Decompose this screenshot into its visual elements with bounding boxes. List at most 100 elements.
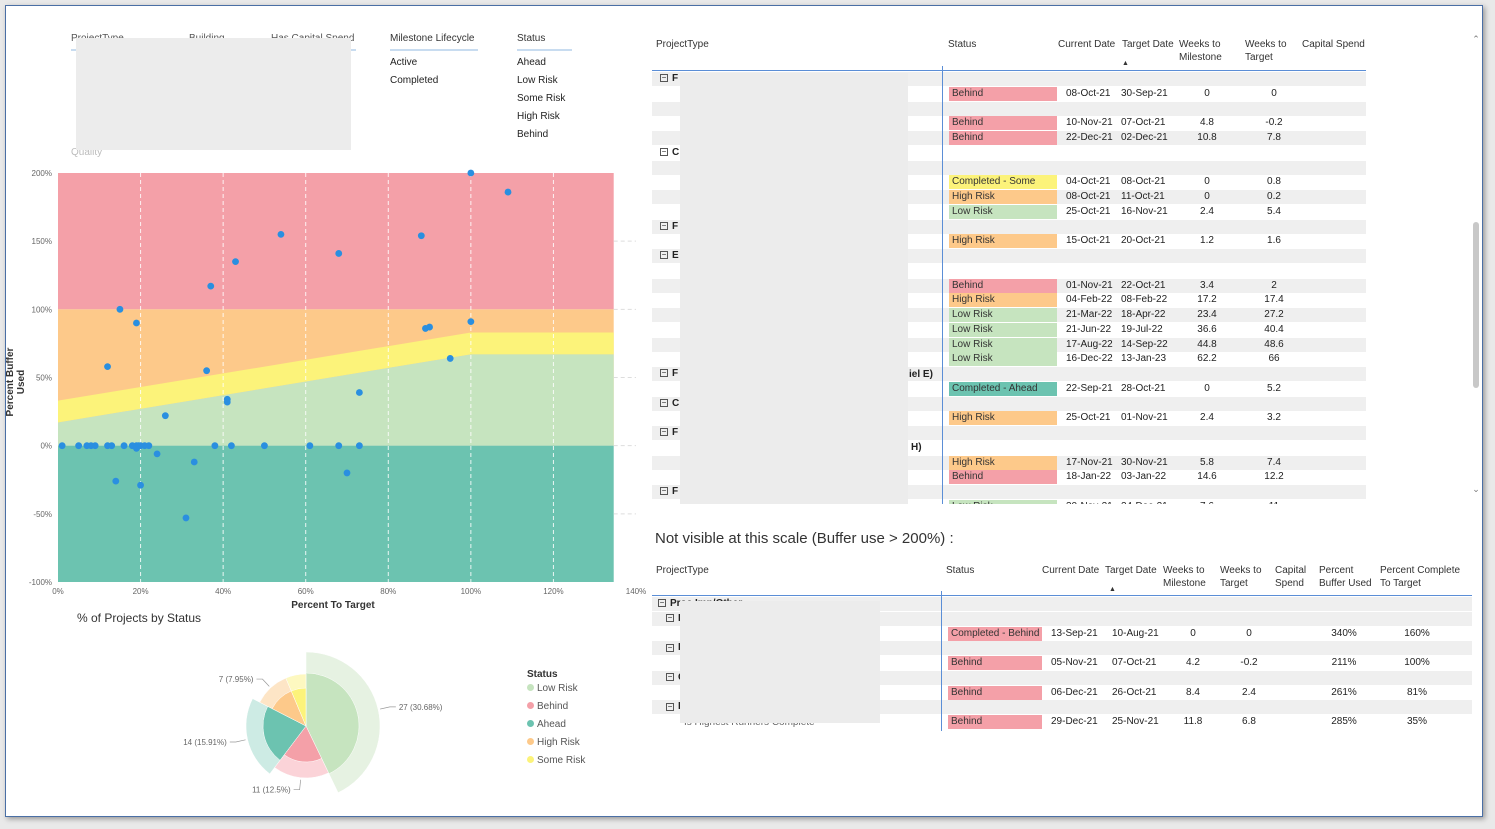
- collapse-icon[interactable]: −: [660, 397, 668, 407]
- scatter-point[interactable]: [120, 442, 128, 450]
- column-header[interactable]: Target Date: [1122, 39, 1174, 50]
- scatter-point[interactable]: [91, 442, 99, 450]
- legend-item[interactable]: Behind: [527, 698, 585, 716]
- scatter-point[interactable]: [232, 258, 239, 266]
- scatter-point[interactable]: [116, 305, 124, 313]
- target-date: 07-Oct-21: [1112, 657, 1157, 668]
- column-header[interactable]: ProjectType: [656, 39, 709, 50]
- scatter-point[interactable]: [153, 450, 161, 458]
- milestone-lifecycle-slicer: Milestone Lifecycle Active Completed: [390, 33, 478, 90]
- scatter-point[interactable]: [104, 363, 111, 370]
- slicer-item-behind[interactable]: Behind: [517, 129, 549, 140]
- pie-slice[interactable]: [290, 687, 307, 727]
- collapse-icon[interactable]: −: [660, 73, 668, 83]
- group-label[interactable]: −C: [660, 397, 679, 411]
- column-header[interactable]: Weeks to Milestone: [1163, 565, 1206, 589]
- group-label[interactable]: −C: [660, 146, 679, 160]
- scatter-point[interactable]: [207, 282, 215, 290]
- y-axis-label: Percent Buffer Used: [5, 347, 27, 417]
- group-label[interactable]: −F: [660, 367, 678, 381]
- scatter-point[interactable]: [335, 250, 343, 257]
- slicer-item-low-risk[interactable]: Low Risk: [517, 75, 558, 86]
- scatter-point[interactable]: [417, 232, 425, 240]
- collapse-icon[interactable]: −: [660, 486, 668, 496]
- collapse-icon[interactable]: −: [666, 642, 674, 652]
- column-header[interactable]: Status: [948, 39, 977, 50]
- column-header[interactable]: Weeks to Target: [1245, 39, 1287, 63]
- column-header[interactable]: Current Date: [1042, 565, 1100, 576]
- group-label[interactable]: −F: [660, 426, 678, 440]
- group-label[interactable]: −E: [660, 249, 679, 263]
- collapse-icon[interactable]: −: [660, 147, 668, 157]
- scatter-point[interactable]: [355, 389, 363, 396]
- column-header[interactable]: Status: [946, 565, 975, 576]
- slicer-item-active[interactable]: Active: [390, 57, 418, 68]
- scatter-point[interactable]: [137, 481, 144, 489]
- table-row[interactable]: Low Risk 30-Nov-21 24-Dec-21 7.6 11: [652, 499, 1366, 504]
- scatter-point[interactable]: [112, 477, 120, 485]
- scatter-point[interactable]: [108, 442, 116, 450]
- scatter-point[interactable]: [133, 444, 140, 452]
- scatter-point[interactable]: [355, 442, 363, 450]
- pie-slice[interactable]: [262, 706, 307, 761]
- scatter-point[interactable]: [335, 442, 343, 450]
- scatter-point[interactable]: [446, 355, 454, 362]
- collapse-icon[interactable]: −: [666, 672, 674, 682]
- scatter-point[interactable]: [306, 442, 314, 450]
- sort-arrow-icon[interactable]: ▲: [1109, 586, 1116, 593]
- scatter-point[interactable]: [161, 412, 169, 420]
- scatter-point[interactable]: [228, 442, 235, 450]
- scatter-point[interactable]: [343, 469, 351, 477]
- column-header[interactable]: ProjectType: [656, 565, 709, 576]
- slicer-item-ahead[interactable]: Ahead: [517, 57, 546, 68]
- legend-item[interactable]: Ahead: [527, 716, 585, 734]
- table-scrollbar[interactable]: ⌃ ⌄: [1471, 34, 1481, 496]
- legend-item[interactable]: Low Risk: [527, 680, 585, 698]
- group-label[interactable]: −F: [660, 485, 678, 499]
- scroll-down-icon[interactable]: ⌄: [1472, 484, 1480, 494]
- pie-slice[interactable]: [305, 672, 360, 775]
- legend-item[interactable]: High Risk: [527, 734, 585, 752]
- scatter-point[interactable]: [211, 442, 219, 450]
- scatter-point[interactable]: [58, 442, 66, 450]
- scrollbar-thumb[interactable]: [1473, 222, 1479, 388]
- group-label[interactable]: −F: [660, 220, 678, 234]
- collapse-icon[interactable]: −: [660, 368, 668, 378]
- legend-item[interactable]: Some Risk: [527, 752, 585, 770]
- scatter-point[interactable]: [75, 442, 83, 450]
- scatter-point[interactable]: [133, 319, 140, 327]
- scatter-point[interactable]: [261, 442, 268, 450]
- column-header[interactable]: Current Date: [1058, 39, 1116, 50]
- column-header[interactable]: Percent Complete To Target: [1380, 565, 1461, 589]
- scatter-point[interactable]: [504, 188, 512, 196]
- slicer-item-quality[interactable]: Quality: [71, 147, 103, 158]
- collapse-icon[interactable]: −: [666, 701, 674, 711]
- slicer-item-high-risk[interactable]: High Risk: [517, 111, 560, 122]
- scatter-point[interactable]: [467, 318, 475, 326]
- slicer-item-some-risk[interactable]: Some Risk: [517, 93, 566, 104]
- column-header[interactable]: Target Date: [1105, 565, 1157, 576]
- collapse-icon[interactable]: −: [660, 250, 668, 260]
- column-header[interactable]: Capital Spend: [1275, 565, 1307, 589]
- column-header[interactable]: Weeks to Milestone: [1179, 39, 1222, 63]
- collapse-icon[interactable]: −: [666, 613, 674, 623]
- column-header[interactable]: Percent Buffer Used: [1319, 565, 1372, 589]
- scroll-up-icon[interactable]: ⌃: [1472, 34, 1480, 44]
- collapse-icon[interactable]: −: [660, 427, 668, 437]
- scatter-point[interactable]: [203, 367, 211, 375]
- collapse-icon[interactable]: −: [658, 598, 666, 608]
- collapse-icon[interactable]: −: [660, 220, 668, 230]
- scatter-point[interactable]: [426, 323, 433, 331]
- group-label[interactable]: −F: [660, 72, 678, 86]
- column-header[interactable]: Weeks to Target: [1220, 565, 1262, 589]
- scatter-point[interactable]: [467, 169, 475, 177]
- slicer-item-completed[interactable]: Completed: [390, 75, 439, 86]
- scatter-point[interactable]: [182, 514, 190, 522]
- scatter-point[interactable]: [223, 395, 231, 403]
- target-date: 28-Oct-21: [1121, 382, 1166, 394]
- column-header[interactable]: Capital Spend: [1302, 39, 1365, 50]
- scatter-point[interactable]: [190, 458, 198, 466]
- sort-arrow-icon[interactable]: ▲: [1122, 60, 1129, 67]
- scatter-point[interactable]: [145, 442, 153, 450]
- scatter-point[interactable]: [277, 230, 285, 238]
